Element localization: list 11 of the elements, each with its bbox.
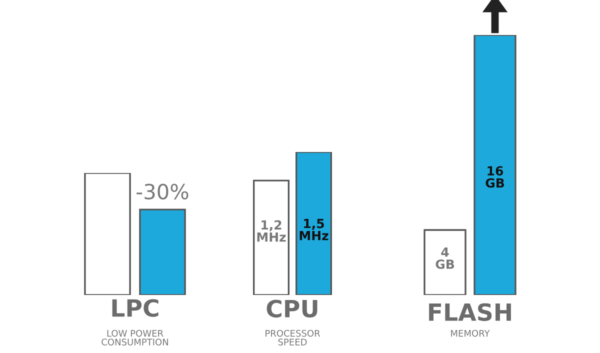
- data-label: 1,2 MHz: [257, 220, 286, 242]
- data-label: 4 GB: [436, 248, 454, 269]
- data-label: 16 GB: [486, 166, 504, 188]
- text: PROCESSOR SPEED: [266, 330, 320, 346]
- data-label: 1,5 MHz: [300, 218, 328, 240]
- annotation: -30%: [136, 184, 188, 200]
- text: CPU: [266, 300, 318, 318]
- text: LPC: [112, 299, 158, 317]
- text: MEMORY: [451, 330, 490, 337]
- text: FLASH: [429, 303, 511, 322]
- text: LOW POWER CONSUMPTION: [102, 330, 168, 346]
